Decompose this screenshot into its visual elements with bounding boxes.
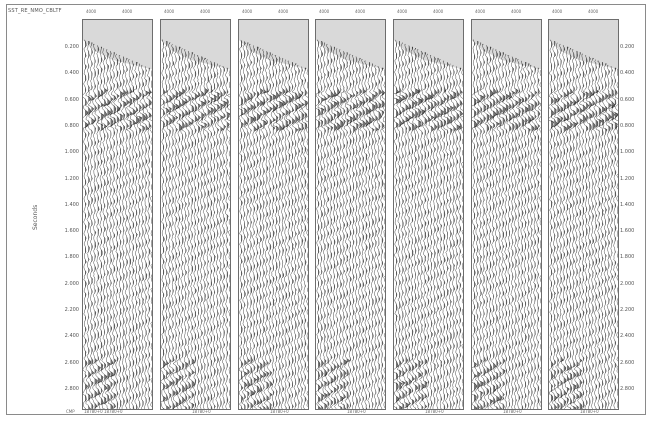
header-tick: 4000 bbox=[433, 9, 444, 14]
y-tick-left: 1.200 bbox=[64, 175, 79, 182]
gather-panel bbox=[471, 19, 542, 410]
seismic-traces bbox=[549, 39, 618, 409]
cdp-label: 18780+0 bbox=[503, 409, 522, 414]
y-tick-right: 0.600 bbox=[620, 96, 635, 103]
y-tick-left: 0.800 bbox=[64, 122, 79, 129]
header-tick: 4000 bbox=[86, 9, 97, 14]
seismic-traces bbox=[83, 39, 152, 409]
y-tick-right: 2.200 bbox=[620, 307, 635, 313]
y-tick-left: 2.800 bbox=[64, 385, 79, 392]
y-tick-left: 0.200 bbox=[64, 44, 79, 50]
y-tick-right: 2.000 bbox=[620, 280, 635, 287]
cdp-label: 18780+0 bbox=[425, 409, 444, 414]
cdp-label: 18780+0 bbox=[192, 409, 211, 414]
gather-panel bbox=[238, 19, 309, 410]
header-tick: 4000 bbox=[588, 9, 599, 14]
header-tick: 4000 bbox=[552, 9, 563, 14]
gather-panel bbox=[160, 19, 231, 410]
y-tick-left: 0.400 bbox=[64, 70, 79, 77]
cdp-prefix: CMP bbox=[66, 409, 75, 414]
y-tick-right: 0.200 bbox=[620, 44, 635, 50]
seismic-traces bbox=[472, 39, 541, 409]
y-tick-right: 0.800 bbox=[620, 122, 635, 129]
y-tick-right: 2.800 bbox=[620, 385, 635, 392]
y-tick-right: 1.800 bbox=[620, 254, 635, 261]
y-tick-left: 0.600 bbox=[64, 96, 79, 103]
header-tick: 4000 bbox=[475, 9, 486, 14]
cdp-label: 18780+0 bbox=[270, 409, 289, 414]
y-tick-left: 1.800 bbox=[64, 254, 79, 261]
seismic-traces bbox=[239, 39, 308, 409]
seismic-traces bbox=[316, 39, 385, 409]
header-tick: 4000 bbox=[242, 9, 253, 14]
y-tick-right: 2.400 bbox=[620, 333, 635, 340]
header-tick: 4000 bbox=[355, 9, 366, 14]
header-tick: 4000 bbox=[511, 9, 522, 14]
y-tick-right: 1.000 bbox=[620, 149, 635, 156]
gather-panel bbox=[548, 19, 619, 410]
y-tick-right: 1.600 bbox=[620, 228, 635, 235]
y-tick-right: 1.400 bbox=[620, 201, 635, 208]
y-tick-left: 2.400 bbox=[64, 333, 79, 340]
header-tick: 4000 bbox=[278, 9, 289, 14]
gather-panel bbox=[315, 19, 386, 410]
y-tick-right: 1.200 bbox=[620, 175, 635, 182]
header-tick: 4000 bbox=[122, 9, 133, 14]
y-tick-right: 2.600 bbox=[620, 359, 635, 366]
gather-panel bbox=[82, 19, 153, 410]
header-tick: 4000 bbox=[397, 9, 408, 14]
gather-panel bbox=[393, 19, 464, 410]
cdp-label: 18780+0 18780+0 bbox=[84, 409, 123, 414]
y-tick-left: 2.200 bbox=[64, 307, 79, 313]
window-title: SST_RE_NMO_CBLTF bbox=[8, 8, 62, 14]
cdp-label: 18780+0 bbox=[580, 409, 599, 414]
header-tick: 4000 bbox=[319, 9, 330, 14]
header-tick: 4000 bbox=[200, 9, 211, 14]
y-tick-left: 2.000 bbox=[64, 280, 79, 287]
seismic-traces bbox=[394, 39, 463, 409]
header-tick: 4000 bbox=[164, 9, 175, 14]
y-tick-right: 0.400 bbox=[620, 70, 635, 77]
seismic-traces bbox=[161, 39, 230, 409]
y-axis-label: Seconds bbox=[32, 204, 39, 230]
cdp-label: 18780+0 bbox=[347, 409, 366, 414]
y-tick-left: 1.600 bbox=[64, 228, 79, 235]
y-tick-left: 1.000 bbox=[64, 149, 79, 156]
y-tick-left: 2.600 bbox=[64, 359, 79, 366]
y-tick-left: 1.400 bbox=[64, 201, 79, 208]
